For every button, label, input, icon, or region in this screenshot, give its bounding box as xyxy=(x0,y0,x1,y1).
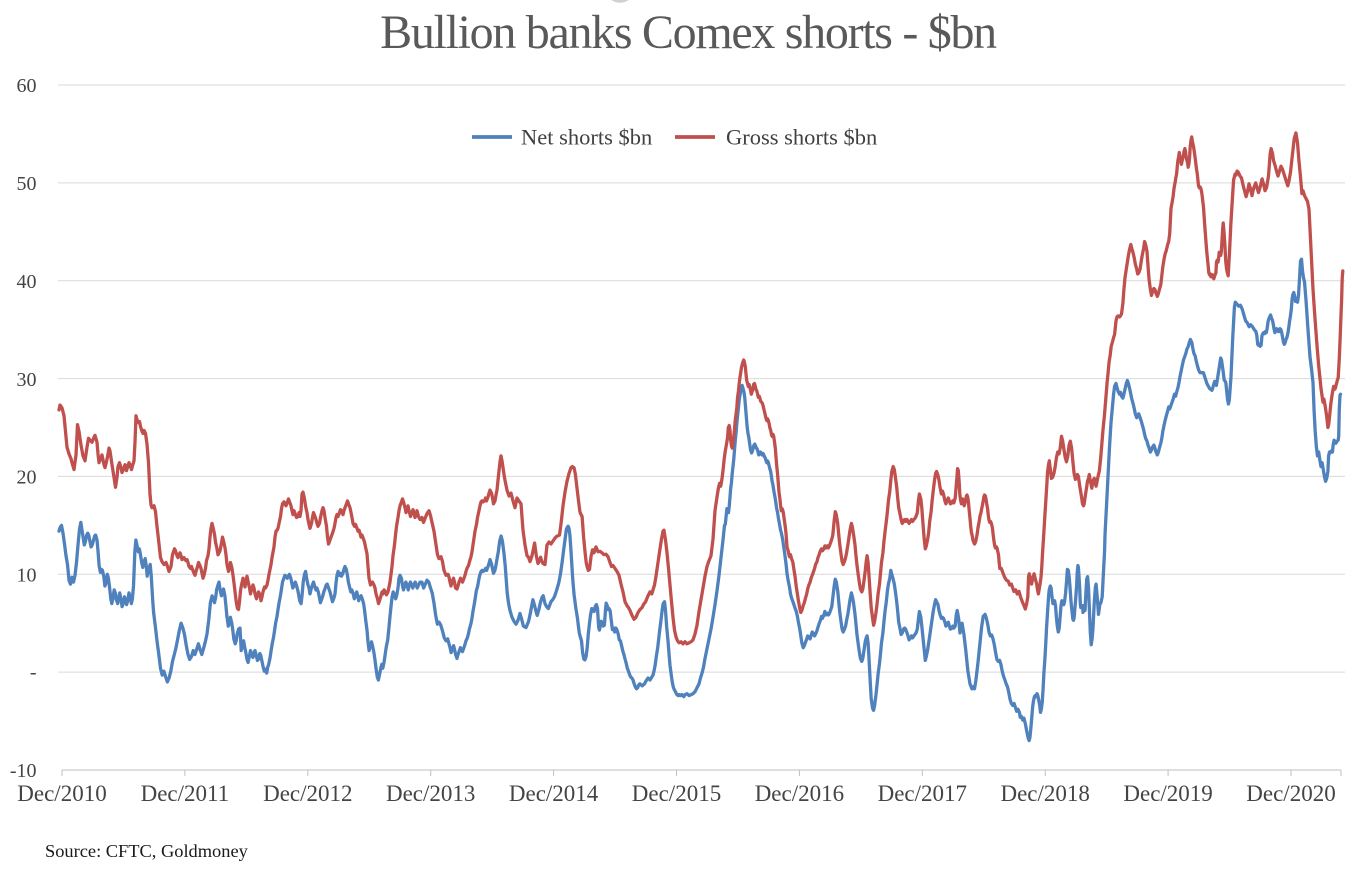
svg-text:Dec/2012: Dec/2012 xyxy=(263,781,352,806)
svg-text:Bullion banks Comex shorts - $: Bullion banks Comex shorts - $bn xyxy=(380,6,997,59)
svg-text:20: 20 xyxy=(17,467,37,489)
svg-text:Dec/2018: Dec/2018 xyxy=(1000,781,1089,806)
svg-text:-: - xyxy=(30,662,37,684)
svg-text:50: 50 xyxy=(17,173,37,195)
svg-text:Dec/2019: Dec/2019 xyxy=(1123,781,1212,806)
svg-text:Gross shorts $bn: Gross shorts $bn xyxy=(726,125,877,150)
svg-text:Dec/2013: Dec/2013 xyxy=(386,781,475,806)
svg-text:30: 30 xyxy=(17,369,37,391)
svg-text:Source: CFTC, Goldmoney: Source: CFTC, Goldmoney xyxy=(45,841,249,861)
svg-text:Dec/2017: Dec/2017 xyxy=(878,781,967,806)
svg-text:Dec/2010: Dec/2010 xyxy=(17,781,106,806)
svg-text:Dec/2020: Dec/2020 xyxy=(1246,781,1335,806)
svg-text:Dec/2011: Dec/2011 xyxy=(141,781,230,806)
svg-text:Net shorts $bn: Net shorts $bn xyxy=(521,125,652,150)
svg-text:10: 10 xyxy=(17,565,37,587)
svg-text:Dec/2016: Dec/2016 xyxy=(755,781,844,806)
svg-text:Dec/2015: Dec/2015 xyxy=(632,781,721,806)
svg-text:60: 60 xyxy=(17,75,37,97)
svg-text:Dec/2014: Dec/2014 xyxy=(509,781,599,806)
svg-text:-10: -10 xyxy=(10,760,37,782)
svg-text:40: 40 xyxy=(17,271,37,293)
